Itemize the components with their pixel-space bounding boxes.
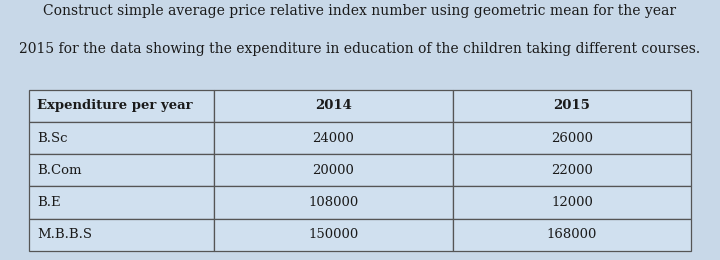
Text: B.Com: B.Com — [37, 164, 82, 177]
Bar — [29, 122, 215, 154]
Text: 24000: 24000 — [312, 132, 354, 145]
Text: B.Sc: B.Sc — [37, 132, 68, 145]
Bar — [29, 90, 215, 122]
Bar — [215, 90, 453, 122]
Bar — [453, 90, 691, 122]
Text: 2014: 2014 — [315, 99, 352, 112]
Bar — [215, 219, 453, 251]
Text: 108000: 108000 — [308, 196, 359, 209]
Text: 2015 for the data showing the expenditure in education of the children taking di: 2015 for the data showing the expenditur… — [19, 42, 701, 56]
Bar — [215, 122, 453, 154]
Text: Construct simple average price relative index number using geometric mean for th: Construct simple average price relative … — [43, 4, 677, 18]
Text: 12000: 12000 — [551, 196, 593, 209]
Text: 22000: 22000 — [551, 164, 593, 177]
Text: 26000: 26000 — [551, 132, 593, 145]
Text: 168000: 168000 — [546, 228, 597, 241]
Bar — [453, 186, 691, 219]
Bar — [215, 154, 453, 186]
Bar — [215, 186, 453, 219]
Text: Expenditure per year: Expenditure per year — [37, 99, 193, 112]
Bar — [453, 154, 691, 186]
Text: M.B.B.S: M.B.B.S — [37, 228, 92, 241]
Text: B.E: B.E — [37, 196, 61, 209]
Text: 2015: 2015 — [554, 99, 590, 112]
Text: 20000: 20000 — [312, 164, 354, 177]
Text: 150000: 150000 — [308, 228, 359, 241]
Bar — [29, 154, 215, 186]
Bar — [29, 186, 215, 219]
Bar — [29, 219, 215, 251]
Bar — [453, 122, 691, 154]
Bar — [453, 219, 691, 251]
